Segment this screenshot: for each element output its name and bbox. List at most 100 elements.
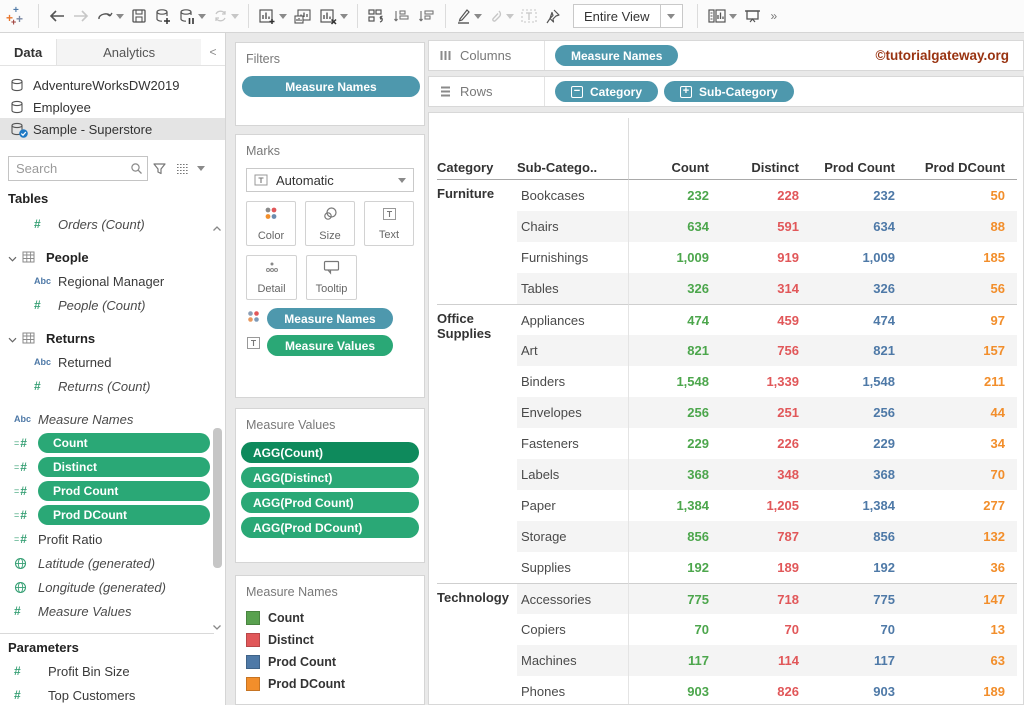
value-cell[interactable]: 775 bbox=[629, 583, 721, 614]
fit-selector-caret[interactable] bbox=[659, 5, 682, 27]
value-cell[interactable]: 251 bbox=[721, 397, 811, 428]
parameter-item[interactable]: # Top Customers bbox=[0, 683, 214, 705]
subcategory-cell[interactable]: Appliances bbox=[517, 304, 629, 335]
color-button[interactable]: Color bbox=[246, 201, 296, 246]
value-cell[interactable]: 229 bbox=[629, 428, 721, 459]
category-cell[interactable]: Furniture bbox=[437, 180, 517, 211]
value-cell[interactable]: 70 bbox=[629, 614, 721, 645]
add-datasource-icon[interactable] bbox=[151, 3, 175, 29]
value-cell[interactable]: 326 bbox=[629, 273, 721, 304]
value-cell[interactable]: 117 bbox=[629, 645, 721, 676]
value-cell[interactable]: 70 bbox=[811, 614, 907, 645]
field-group[interactable]: People bbox=[0, 245, 225, 269]
field-item[interactable]: Longitude (generated) bbox=[0, 575, 225, 599]
legend-item[interactable]: Distinct bbox=[246, 629, 424, 651]
search-box[interactable] bbox=[8, 156, 148, 181]
clear-sheet-icon[interactable] bbox=[316, 3, 351, 29]
value-cell[interactable]: 756 bbox=[721, 335, 811, 366]
back-arrow-icon[interactable] bbox=[45, 3, 69, 29]
subcategory-cell[interactable]: Furnishings bbox=[517, 242, 629, 273]
datasource-item[interactable]: Sample - Superstore bbox=[0, 118, 225, 140]
value-cell[interactable]: 1,339 bbox=[721, 366, 811, 397]
category-cell[interactable] bbox=[437, 552, 517, 583]
value-cell[interactable]: 147 bbox=[907, 583, 1017, 614]
value-cell[interactable]: 192 bbox=[629, 552, 721, 583]
subcategory-cell[interactable]: Supplies bbox=[517, 552, 629, 583]
field-item[interactable]: = # Prod DCount bbox=[0, 503, 225, 527]
value-cell[interactable]: 50 bbox=[907, 180, 1017, 211]
value-cell[interactable]: 787 bbox=[721, 521, 811, 552]
text-label-icon[interactable] bbox=[517, 3, 541, 29]
toolbar-overflow[interactable]: » bbox=[770, 9, 778, 23]
datasource-item[interactable]: Employee bbox=[0, 96, 225, 118]
field-group[interactable]: Returns bbox=[0, 326, 225, 350]
value-cell[interactable]: 88 bbox=[907, 211, 1017, 242]
tab-data[interactable]: Data bbox=[14, 44, 43, 60]
category-cell[interactable] bbox=[437, 521, 517, 552]
value-cell[interactable]: 718 bbox=[721, 583, 811, 614]
value-cell[interactable]: 226 bbox=[721, 428, 811, 459]
value-cell[interactable]: 211 bbox=[907, 366, 1017, 397]
value-cell[interactable]: 232 bbox=[811, 180, 907, 211]
measure-value-pill[interactable]: AGG(Count) bbox=[241, 442, 419, 463]
subcategory-cell[interactable]: Accessories bbox=[517, 583, 629, 614]
field-pill[interactable]: Count bbox=[38, 433, 210, 453]
value-cell[interactable]: 1,009 bbox=[811, 242, 907, 273]
value-cell[interactable]: 70 bbox=[721, 614, 811, 645]
device-preview-caret[interactable] bbox=[728, 13, 737, 19]
columns-shelf-pill[interactable]: Measure Names bbox=[555, 45, 679, 66]
clear-sheet-caret[interactable] bbox=[340, 13, 348, 19]
rows-shelf-pill[interactable]: + Sub-Category bbox=[664, 81, 794, 102]
pin-icon[interactable] bbox=[541, 3, 565, 29]
value-cell[interactable]: 634 bbox=[629, 211, 721, 242]
value-cell[interactable]: 56 bbox=[907, 273, 1017, 304]
field-item[interactable]: = # Profit Ratio bbox=[0, 527, 225, 551]
value-cell[interactable]: 228 bbox=[721, 180, 811, 211]
refresh-caret[interactable] bbox=[231, 13, 239, 19]
datasource-item[interactable]: AdventureWorksDW2019 bbox=[0, 74, 225, 96]
value-cell[interactable]: 826 bbox=[721, 676, 811, 704]
attach-icon[interactable] bbox=[485, 3, 517, 29]
value-cell[interactable]: 36 bbox=[907, 552, 1017, 583]
value-cell[interactable]: 114 bbox=[721, 645, 811, 676]
value-cell[interactable]: 348 bbox=[721, 459, 811, 490]
value-cell[interactable]: 856 bbox=[629, 521, 721, 552]
value-cell[interactable]: 474 bbox=[629, 304, 721, 335]
category-cell[interactable] bbox=[437, 614, 517, 645]
subcategory-cell[interactable]: Binders bbox=[517, 366, 629, 397]
field-item[interactable]: Abc Regional Manager bbox=[0, 269, 225, 293]
subcategory-cell[interactable]: Chairs bbox=[517, 211, 629, 242]
column-header[interactable]: Prod DCount bbox=[907, 155, 1017, 180]
category-cell[interactable] bbox=[437, 459, 517, 490]
field-item[interactable]: = # Distinct bbox=[0, 455, 225, 479]
field-item[interactable]: # Measure Values bbox=[0, 599, 225, 623]
forward-arrow-icon[interactable] bbox=[69, 3, 93, 29]
value-cell[interactable]: 229 bbox=[811, 428, 907, 459]
category-cell[interactable] bbox=[437, 397, 517, 428]
value-cell[interactable]: 474 bbox=[811, 304, 907, 335]
filter-fields-icon[interactable] bbox=[148, 161, 171, 176]
subcategory-cell[interactable]: Bookcases bbox=[517, 180, 629, 211]
field-item[interactable]: # Returns (Count) bbox=[0, 374, 225, 398]
collapse-icon[interactable]: − bbox=[571, 85, 583, 98]
value-cell[interactable]: 232 bbox=[629, 180, 721, 211]
value-cell[interactable]: 821 bbox=[629, 335, 721, 366]
rows-shelf-pill[interactable]: − Category bbox=[555, 81, 659, 102]
field-pill[interactable]: Distinct bbox=[38, 457, 210, 477]
category-cell[interactable] bbox=[437, 645, 517, 676]
field-item[interactable]: = # Count bbox=[0, 431, 225, 455]
subcategory-cell[interactable]: Paper bbox=[517, 490, 629, 521]
legend-item[interactable]: Count bbox=[246, 607, 424, 629]
subcategory-cell[interactable]: Storage bbox=[517, 521, 629, 552]
value-cell[interactable]: 256 bbox=[629, 397, 721, 428]
subcategory-cell[interactable]: Copiers bbox=[517, 614, 629, 645]
highlight-caret[interactable] bbox=[474, 13, 482, 19]
value-cell[interactable]: 70 bbox=[907, 459, 1017, 490]
fields-scrollbar[interactable] bbox=[213, 428, 222, 568]
size-button[interactable]: Size bbox=[305, 201, 355, 246]
marks-pill[interactable]: Measure Values bbox=[267, 335, 393, 356]
measure-value-pill[interactable]: AGG(Distinct) bbox=[241, 467, 419, 488]
filter-pill[interactable]: Measure Names bbox=[242, 76, 420, 97]
value-cell[interactable]: 277 bbox=[907, 490, 1017, 521]
swap-rows-columns-icon[interactable] bbox=[364, 3, 389, 29]
